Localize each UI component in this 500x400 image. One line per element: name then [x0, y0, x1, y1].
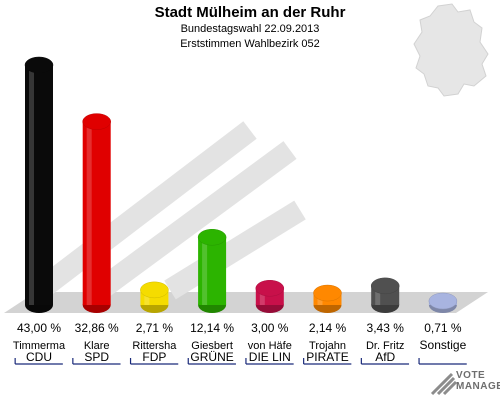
bar — [197, 228, 227, 313]
party-label: SPD — [84, 350, 109, 364]
bar — [370, 277, 400, 313]
vote-manager-logo — [430, 372, 458, 396]
bar — [428, 292, 458, 313]
value-label: 12,14 % — [190, 321, 234, 335]
value-label: 43,00 % — [17, 321, 61, 335]
value-label: 3,00 % — [251, 321, 289, 335]
candidate-label: von Häfe — [248, 340, 292, 352]
bar — [82, 113, 111, 313]
party-label: GRÜNE — [190, 350, 233, 364]
bar — [140, 281, 169, 313]
party-label: CDU — [26, 350, 52, 364]
bar — [313, 284, 342, 313]
value-label: 2,14 % — [309, 321, 347, 335]
logo-line2: MANAGER — [456, 381, 500, 392]
chart-background-decoration — [33, 121, 306, 300]
logo-line1: VOTE — [456, 370, 486, 381]
candidate-label: Klare — [84, 340, 110, 352]
candidate-label: Trojahn — [309, 340, 346, 352]
party-label: PIRATE — [306, 350, 348, 364]
value-label: 32,86 % — [75, 321, 119, 335]
party-label: AfD — [375, 350, 395, 364]
chart-subtitle-district: Erststimmen Wahlbezirk 052 — [180, 38, 320, 50]
chart-floor — [4, 292, 488, 313]
candidate-label: Giesbert — [191, 340, 233, 352]
party-label: DIE LIN — [249, 350, 291, 364]
bar — [255, 280, 285, 313]
candidate-label: Rittersha — [132, 340, 177, 352]
chart-title: Stadt Mülheim an der Ruhr — [154, 4, 346, 21]
vote-manager-wordmark: VOTE MANAGER — [456, 370, 500, 392]
chart-subtitle-election: Bundestagswahl 22.09.2013 — [180, 23, 320, 35]
value-label: 3,43 % — [367, 321, 405, 335]
bar — [24, 56, 54, 313]
candidate-label: Timmerma — [13, 340, 66, 352]
party-label: Sonstige — [420, 338, 467, 352]
party-label: FDP — [142, 350, 166, 364]
germany-map-icon — [413, 3, 489, 97]
candidate-label: Dr. Fritz — [366, 340, 405, 352]
value-label: 2,71 % — [136, 321, 174, 335]
value-label: 0,71 % — [424, 321, 462, 335]
